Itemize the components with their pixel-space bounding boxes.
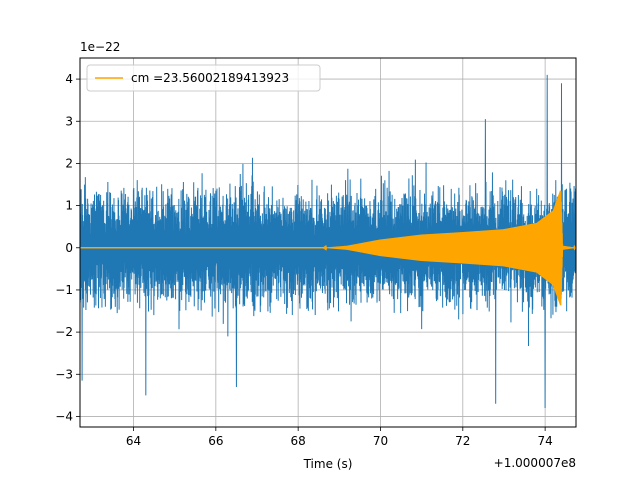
- x-axis-label: Time (s): [303, 457, 353, 471]
- y-tick-label: −4: [55, 409, 73, 423]
- x-axis: 64 66 68 70 72 74: [126, 427, 553, 448]
- x-tick-label: 66: [208, 434, 223, 448]
- y-tick-label: 4: [65, 72, 73, 86]
- x-tick-label: 72: [455, 434, 470, 448]
- plot-frame: [79, 57, 577, 428]
- y-tick-label: −3: [55, 367, 73, 381]
- x-tick-label: 74: [537, 434, 552, 448]
- y-tick-label: 2: [65, 156, 73, 170]
- y-tick-label: 0: [65, 241, 73, 255]
- x-tick-label: 70: [373, 434, 388, 448]
- series-template-line: [80, 190, 576, 306]
- y-tick-label: −1: [55, 283, 73, 297]
- x-offset-label: +1.000007e8: [494, 456, 576, 470]
- y-tick-label: −2: [55, 325, 73, 339]
- x-tick-label: 64: [126, 434, 141, 448]
- y-tick-label: 3: [65, 114, 73, 128]
- y-scale-label: 1e−22: [80, 40, 120, 54]
- legend-entry-template: cm =23.56002189413923: [131, 71, 289, 85]
- legend-box: [86, 64, 321, 92]
- x-tick-label: 68: [291, 434, 306, 448]
- y-axis: −4 −3 −2 −1 0 1 2 3 4: [55, 72, 80, 423]
- y-tick-label: 1: [65, 199, 73, 213]
- legend: cm =23.56002189413923: [86, 64, 321, 92]
